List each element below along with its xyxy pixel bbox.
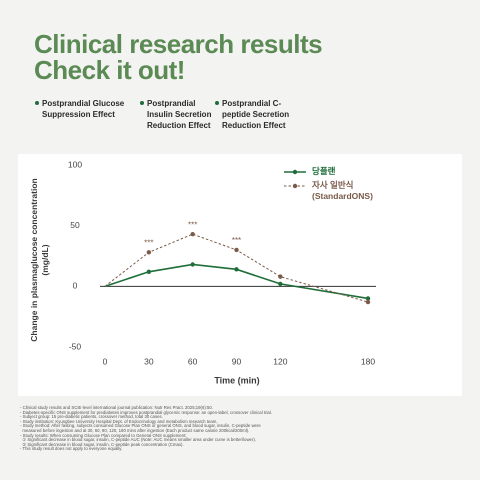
y-tick-label: 100 <box>68 159 82 169</box>
title: Clinical research results <box>34 29 323 59</box>
series-line <box>104 233 369 303</box>
y-tick-label: 50 <box>70 220 80 230</box>
point <box>365 296 371 301</box>
bullet-text: Postprandial Insulin Secretion Reduction… <box>147 99 212 130</box>
y-tick-label: -50 <box>69 341 82 351</box>
x-tick-label: 30 <box>144 356 154 366</box>
bullet-text: Postprandial Glucose Suppression Effect <box>42 99 125 119</box>
footnote: - Diabetes-specific ONS supplement for p… <box>20 409 272 415</box>
point <box>234 247 239 253</box>
y-axis-label: Change in plasmaglucose concentration (mg… <box>29 178 51 341</box>
y-axis-label-line: (mg/dL) <box>40 244 50 276</box>
footnote: - Clinical study results and SCIE-level … <box>20 405 213 410</box>
x-tick-label: 90 <box>232 356 242 366</box>
chart-panel <box>18 154 462 396</box>
y-tick-label: 0 <box>73 281 78 291</box>
footnotes: - Clinical study results and SCIE-level … <box>20 405 460 452</box>
point <box>278 281 283 287</box>
annotation: *** <box>232 236 241 245</box>
footnote: ② Significant decrease in blood sugar, i… <box>20 441 184 447</box>
footnote: - This study result does not apply to ev… <box>20 446 123 452</box>
bullet: Postprandial Insulin Secretion Reduction… <box>140 98 217 131</box>
x-tick-label: 60 <box>188 356 198 366</box>
x-axis-label: Time (min) <box>214 375 259 385</box>
footnote: - Subject group: 15 pre-diabetic patient… <box>20 414 163 420</box>
point <box>190 262 195 267</box>
point <box>146 250 152 255</box>
bullet: Postprandial C-peptide Secretion Reducti… <box>215 98 306 131</box>
series-line <box>104 263 369 300</box>
title: Check it out! <box>34 55 185 85</box>
point <box>234 267 239 272</box>
legend-swatch-dot <box>292 183 298 189</box>
legend-label: 당플랜 <box>312 166 336 176</box>
legend-label: 자사 일반식 (StandardONS) <box>312 180 373 201</box>
x-tick-label: 180 <box>361 356 375 366</box>
point <box>190 231 195 237</box>
footnote: ① Significant decrease in blood sugar, i… <box>20 437 256 443</box>
x-tick-label: 120 <box>273 356 287 366</box>
bullet: Postprandial Glucose Suppression Effect <box>35 98 140 120</box>
footnote: measured before ingestion and at 30, 60,… <box>20 427 250 433</box>
point <box>146 269 152 274</box>
annotation: *** <box>188 220 197 229</box>
footnote: - Study results: When consuming Glucose … <box>20 432 187 438</box>
legend-swatch-dot <box>292 169 298 175</box>
x-tick-label: 0 <box>103 356 108 366</box>
bullet-text: Postprandial C-peptide Secretion Reducti… <box>222 99 290 130</box>
footnote: - Study institution: Kyungbee University… <box>20 418 218 424</box>
footnote: - Study method: After fasting, subjects … <box>20 423 261 429</box>
y-axis-label-line: Change in plasmaglucose concentration <box>29 178 39 342</box>
point <box>365 299 371 305</box>
annotation: *** <box>144 238 153 247</box>
point <box>278 274 283 279</box>
